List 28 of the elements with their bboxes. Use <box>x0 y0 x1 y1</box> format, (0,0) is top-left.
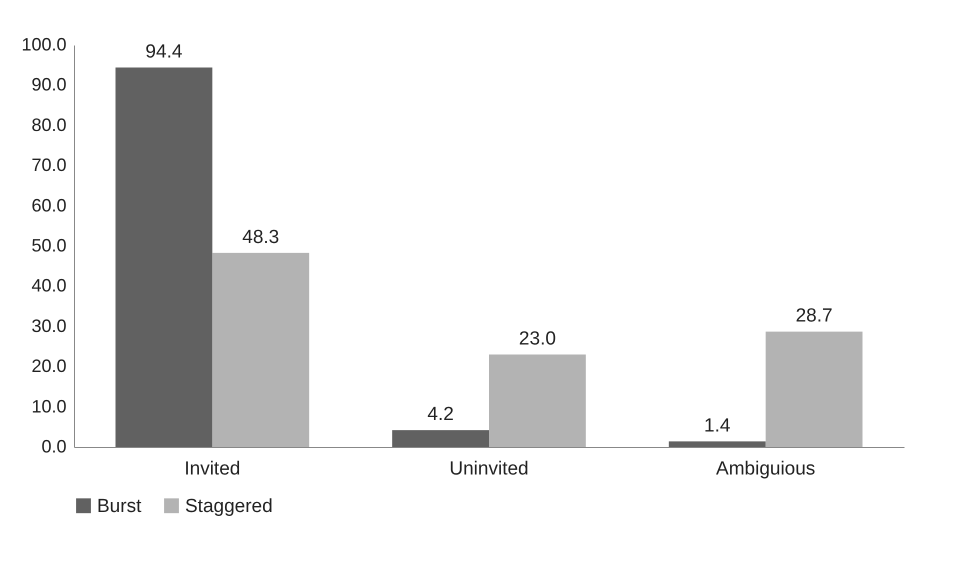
legend-label: Staggered <box>185 496 273 517</box>
text: 28.7 <box>796 306 833 327</box>
y-tick-label: 20.0 <box>31 356 66 376</box>
y-tick-label: 100.0 <box>21 34 66 54</box>
y-tick-label: 80.0 <box>31 114 66 135</box>
y-tick-label: 0.0 <box>41 436 66 456</box>
bar <box>116 68 212 447</box>
y-tick-label: 50.0 <box>31 236 66 256</box>
text: 23.0 <box>518 328 556 350</box>
x-tick-label: Invited <box>184 458 240 480</box>
bar <box>489 354 586 447</box>
bar <box>766 332 862 447</box>
y-tick-label: 40.0 <box>31 276 66 296</box>
text: 94.4 <box>145 42 182 63</box>
y-tick-label: 30.0 <box>31 316 66 336</box>
bar <box>212 252 310 447</box>
text: 48.3 <box>242 226 280 248</box>
text: 4.2 <box>427 404 454 426</box>
text: 1.4 <box>704 415 730 436</box>
bar <box>668 441 766 447</box>
bar <box>392 430 489 447</box>
x-tick-label: Uninvited <box>449 458 529 480</box>
y-tick-label: 90.0 <box>31 74 66 95</box>
y-tick-label: 70.0 <box>31 155 66 176</box>
legend-label: Burst <box>97 496 142 517</box>
y-tick-label: 60.0 <box>31 195 66 216</box>
x-tick-label: Ambiguious <box>716 458 816 480</box>
y-tick-label: 10.0 <box>31 396 66 416</box>
